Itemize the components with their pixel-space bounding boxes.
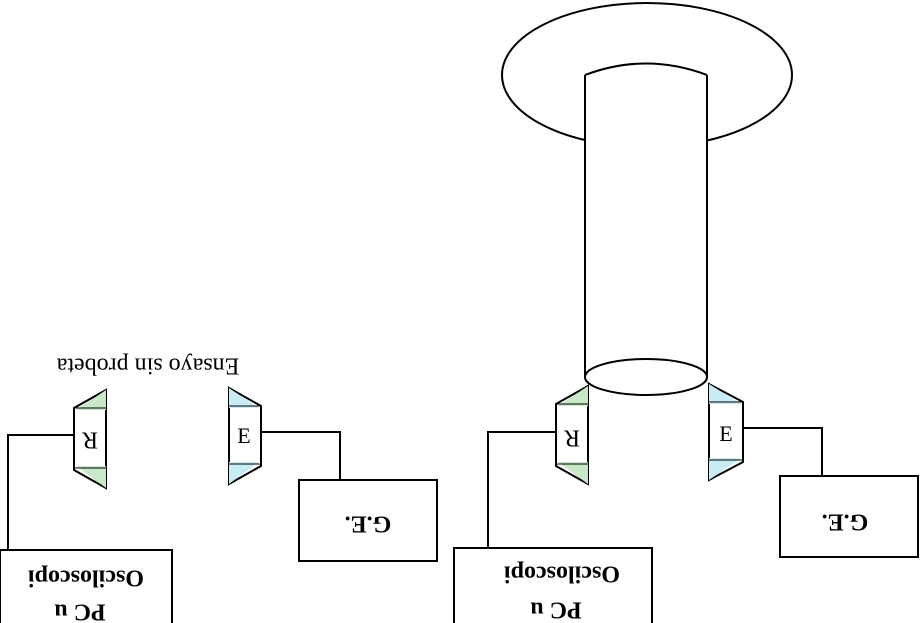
specimen [501,2,793,396]
left-receiver-transducer: R [73,388,107,490]
right-emitter-wire [743,427,823,476]
right-emitter-shade-bottom [709,458,741,480]
right-emitter-shade-top [709,384,741,404]
left-receiver-shade-bottom [76,466,106,488]
right-receiver-label: R [564,424,580,450]
left-emitter-shade-top [229,388,259,408]
right-receiver-shade-bottom [558,462,588,484]
right-emitter-transducer: E [708,382,744,482]
right-scope-label-1: Osciloscopi [504,560,620,586]
right-emitter-label: E [719,421,732,446]
left-receiver-shade-top [76,390,106,410]
left-emitter-wire [261,431,341,480]
right-receiver-transducer: R [555,384,589,486]
caption-text: Ensayo sin probeta [56,352,239,378]
left-emitter-shade-bottom [229,462,259,484]
right-oscilloscope-box: Osciloscopi PC u [453,547,653,623]
left-generator-box: G.E. [298,479,438,562]
right-generator-box: G.E. [779,475,919,558]
specimen-top-arc [584,62,708,76]
left-receiver-wire [7,434,74,550]
left-scope-label-1: Osciloscopi [28,564,144,590]
left-emitter-transducer: E [228,386,262,486]
right-scope-label-2: PC u [530,596,581,622]
right-receiver-shade-top [558,386,588,406]
right-receiver-wire [487,431,556,548]
left-generator-label: G.E. [345,510,392,536]
specimen-bottom-face [584,358,708,396]
left-emitter-label: E [237,423,250,448]
right-generator-label: G.E. [822,508,869,534]
left-receiver-label: R [82,426,98,452]
left-scope-label-2: PC u [54,598,105,623]
specimen-cylinder-body [585,75,707,377]
left-oscilloscope-box: Osciloscopi PC u [0,549,173,623]
